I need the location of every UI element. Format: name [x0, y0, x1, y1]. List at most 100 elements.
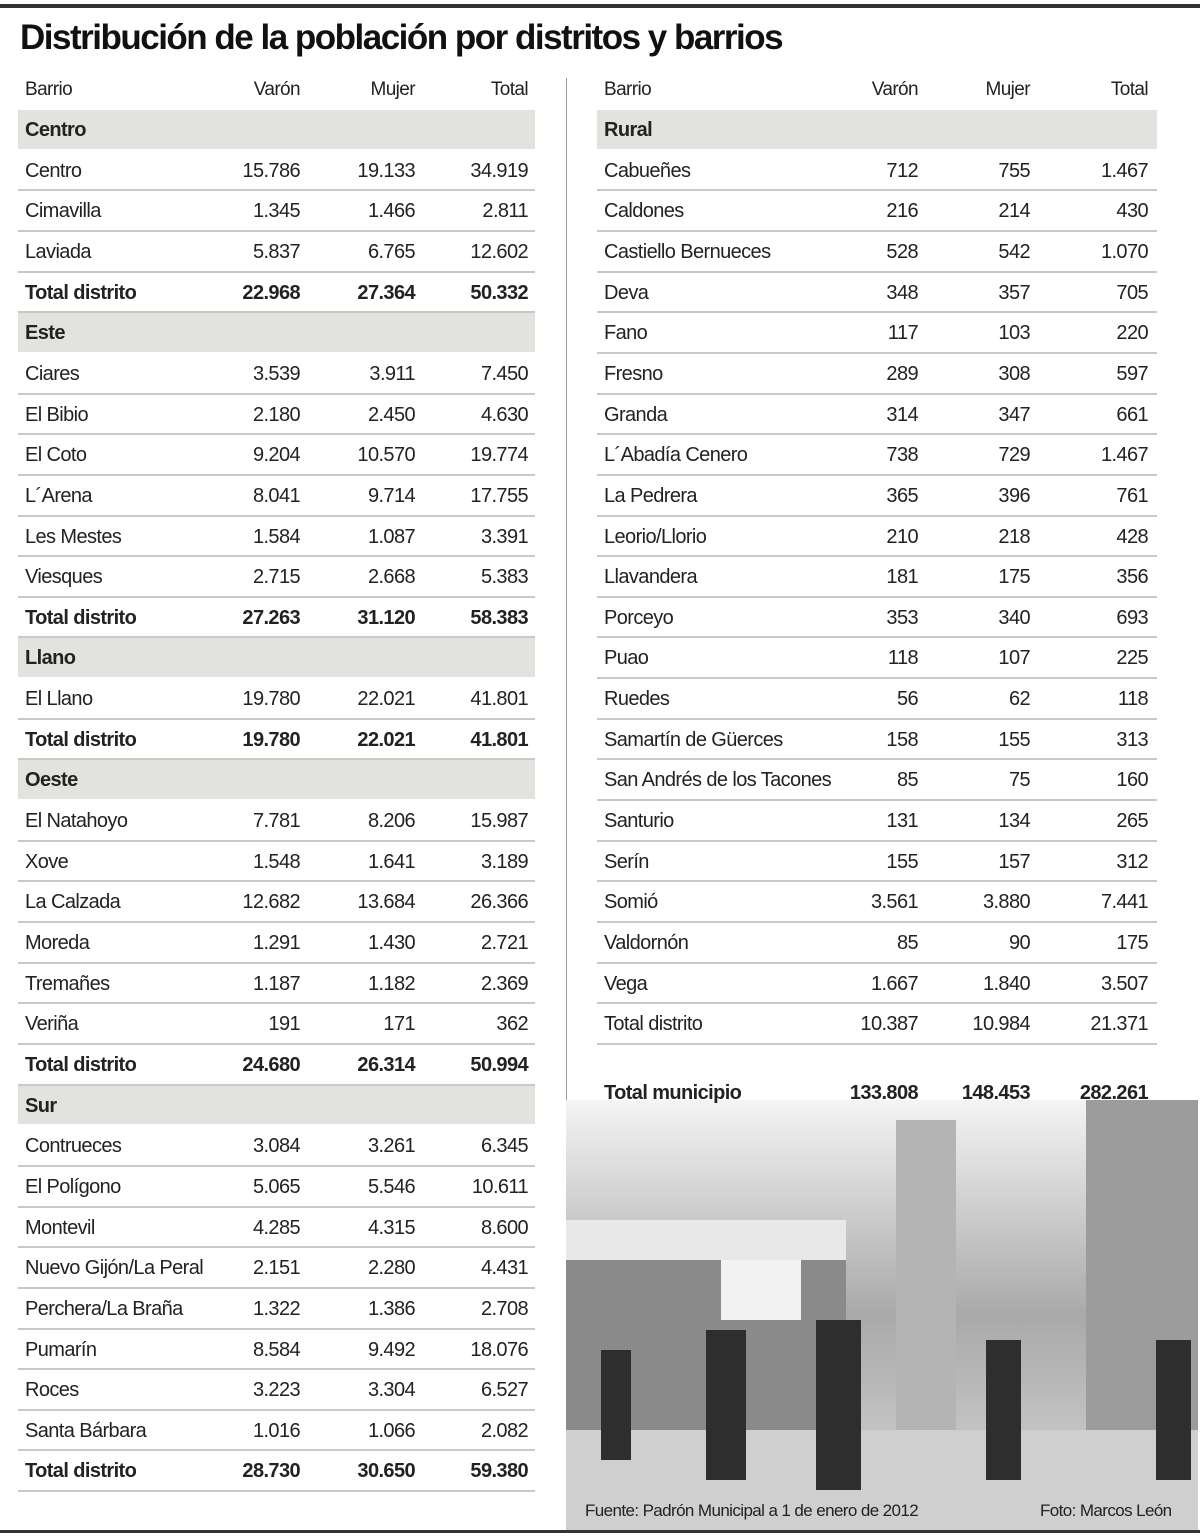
- section-name: Rural: [604, 119, 653, 141]
- cell: 1.467: [1100, 159, 1149, 182]
- total-cell: 41.801: [470, 728, 528, 751]
- cell: 2.450: [367, 403, 416, 426]
- cell: Xove: [25, 850, 69, 873]
- cell: 1.430: [367, 932, 416, 954]
- row-rule: [597, 880, 1157, 883]
- row-rule: [18, 1205, 535, 1208]
- section-band: [18, 638, 535, 678]
- cell: Porceyo: [604, 606, 674, 629]
- cell: Granda: [604, 403, 668, 426]
- cell: 2.708: [480, 1297, 529, 1320]
- cell: Moreda: [25, 932, 90, 954]
- cell: 18.076: [470, 1338, 528, 1361]
- cell: 9.492: [367, 1338, 416, 1361]
- column-header: Total: [490, 79, 529, 100]
- cell: 13.684: [357, 891, 415, 914]
- total-cell: Total distrito: [25, 1053, 137, 1076]
- cell: 4.431: [480, 1257, 529, 1280]
- cell: 158: [886, 728, 918, 751]
- section-name: Oeste: [25, 769, 78, 792]
- cell: 1.016: [252, 1419, 301, 1442]
- row-rule: [597, 433, 1157, 436]
- cell: 34.919: [470, 159, 528, 182]
- bottom-rule: [0, 1530, 1200, 1533]
- row-rule: [597, 229, 1157, 232]
- cell: 12.682: [242, 891, 300, 914]
- cell: Vega: [604, 972, 648, 995]
- row-rule: [597, 717, 1157, 720]
- row-rule: [18, 189, 535, 192]
- cell: 729: [998, 444, 1030, 467]
- cell: 347: [998, 403, 1030, 426]
- cell: 348: [886, 281, 918, 304]
- column-header: Mujer: [370, 79, 415, 100]
- total-cell: 27.364: [357, 281, 415, 304]
- cell: 1.641: [367, 850, 416, 873]
- cell: Ruedes: [604, 688, 670, 711]
- cell: Centro: [25, 159, 82, 182]
- cell: 661: [1116, 403, 1148, 426]
- cell: 1.584: [252, 525, 301, 548]
- section-band: [597, 110, 1157, 149]
- cell: 214: [998, 200, 1030, 223]
- cell: 1.466: [367, 200, 416, 223]
- cell: 430: [1116, 200, 1148, 223]
- total-cell: 58.383: [470, 606, 528, 629]
- cell: 103: [998, 322, 1030, 345]
- cell: 6.527: [480, 1379, 529, 1402]
- cell: 26.366: [470, 891, 528, 914]
- cell: 107: [998, 647, 1030, 670]
- cell: 220: [1116, 322, 1148, 345]
- column-header: Mujer: [985, 79, 1030, 100]
- cell: 191: [268, 1013, 300, 1036]
- cell: 2.369: [480, 972, 529, 995]
- row-rule: [18, 514, 535, 517]
- cell: 1.322: [252, 1297, 301, 1320]
- cell: 9.714: [367, 484, 416, 507]
- cell: Somió: [604, 891, 658, 914]
- municipal-total: 148.453: [961, 1081, 1031, 1104]
- cell: Roces: [25, 1379, 79, 1402]
- row-rule: [18, 1286, 535, 1289]
- row-rule: [597, 961, 1157, 964]
- cell: 2.280: [367, 1257, 416, 1280]
- cell: 56: [896, 688, 919, 711]
- municipal-total: 133.808: [849, 1081, 919, 1104]
- row-rule: [18, 1164, 535, 1167]
- title: Distribución de la población por distrit…: [20, 18, 784, 57]
- cell: 131: [886, 810, 918, 833]
- row-rule: [597, 799, 1157, 802]
- cell: 90: [1008, 932, 1031, 954]
- cell: 7.441: [1100, 891, 1149, 914]
- cell: 5.546: [367, 1175, 416, 1198]
- cell: 218: [998, 525, 1030, 548]
- cell: 17.755: [470, 484, 528, 507]
- cell: 8.041: [252, 484, 301, 507]
- cell: 19.133: [357, 159, 415, 182]
- cell: 2.151: [252, 1257, 301, 1280]
- row-rule: [18, 1327, 535, 1330]
- row-rule: [18, 392, 535, 395]
- section-name: Centro: [25, 119, 86, 141]
- cell: 117: [887, 322, 919, 345]
- row-rule: [18, 717, 535, 720]
- row-rule: [18, 229, 535, 232]
- cell: 5.837: [252, 240, 301, 263]
- cell: 308: [998, 362, 1030, 385]
- cell: 210: [886, 525, 918, 548]
- cell: 216: [886, 200, 918, 223]
- cell: 175: [998, 566, 1030, 589]
- cell: 3.561: [870, 891, 919, 914]
- cell: Serín: [604, 850, 649, 873]
- cell: Viesques: [25, 566, 103, 589]
- cell: 19.780: [242, 688, 300, 711]
- cell: 738: [886, 444, 918, 467]
- total-cell: 24.680: [242, 1053, 300, 1076]
- total-cell: Total distrito: [25, 281, 137, 304]
- cell: 1.066: [367, 1419, 416, 1442]
- cell: La Pedrera: [604, 484, 698, 507]
- cell: 428: [1116, 525, 1148, 548]
- cell: 134: [998, 810, 1030, 833]
- cell: Nuevo Gijón/La Peral: [25, 1257, 204, 1280]
- row-rule: [597, 555, 1157, 558]
